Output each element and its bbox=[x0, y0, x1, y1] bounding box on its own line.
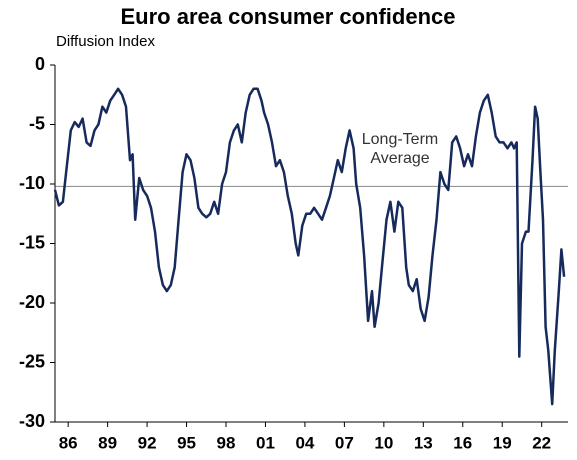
annotation: Average bbox=[370, 150, 429, 167]
x-tick-label: 86 bbox=[59, 433, 78, 452]
y-tick-label: -10 bbox=[19, 173, 45, 193]
x-tick-label: 01 bbox=[256, 433, 275, 452]
x-tick-label: 98 bbox=[217, 433, 236, 452]
x-tick-label: 07 bbox=[335, 433, 354, 452]
x-tick-label: 92 bbox=[138, 433, 157, 452]
y-tick-label: -20 bbox=[19, 292, 45, 312]
y-tick-label: -25 bbox=[19, 351, 45, 371]
annotation: Long-Term bbox=[362, 131, 438, 148]
x-tick-label: 16 bbox=[453, 433, 472, 452]
x-tick-label: 13 bbox=[414, 433, 433, 452]
y-tick-label: -5 bbox=[29, 113, 45, 133]
y-axis-label: Diffusion Index bbox=[56, 33, 155, 50]
y-tick-label: -30 bbox=[19, 411, 45, 431]
x-tick-label: 22 bbox=[532, 433, 551, 452]
y-tick-label: -15 bbox=[19, 232, 45, 252]
chart-title: Euro area consumer confidence bbox=[121, 4, 456, 29]
x-tick-label: 89 bbox=[98, 433, 117, 452]
data-line bbox=[53, 87, 566, 406]
x-tick-label: 04 bbox=[295, 433, 314, 452]
x-tick-label: 10 bbox=[374, 433, 393, 452]
x-tick-label: 95 bbox=[177, 433, 196, 452]
x-tick-label: 19 bbox=[493, 433, 512, 452]
y-tick-label: 0 bbox=[35, 54, 45, 74]
